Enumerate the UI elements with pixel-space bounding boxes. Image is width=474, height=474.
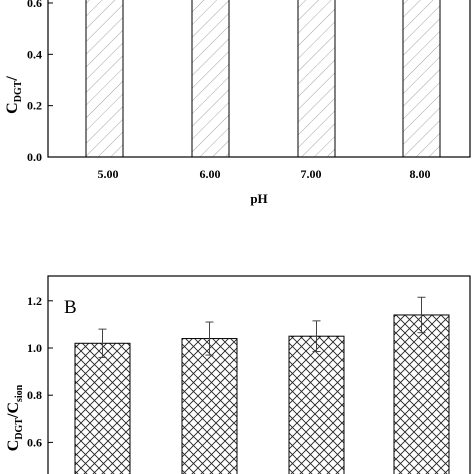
x-tick-label: 5.00 [98, 167, 119, 181]
bar [393, 314, 450, 474]
x-axis-ticks: 5.00 6.00 7.00 8.00 [98, 167, 431, 181]
y-tick-label: 0.6 [27, 435, 42, 449]
bar [74, 342, 131, 474]
y-tick-label: 0.6 [27, 0, 42, 10]
y-tick-label: 0.0 [27, 150, 42, 164]
plot-frame [47, 0, 471, 158]
y-axis-title: CDGT/Csion [5, 384, 25, 451]
y-axis-title: CDGT/ [4, 76, 24, 114]
y-tick-label: 0.4 [27, 47, 42, 61]
bar [85, 0, 124, 158]
bar [297, 0, 336, 158]
y-tick-label: 1.0 [27, 341, 42, 355]
bar-series [85, 0, 441, 158]
y-axis-ticks: 0.0 0.2 0.4 0.6 [27, 0, 53, 164]
bar [191, 0, 230, 158]
x-tick-label: 6.00 [200, 167, 221, 181]
x-tick-label: 7.00 [301, 167, 322, 181]
y-tick-label: 0.8 [27, 388, 42, 402]
plot-frame [47, 275, 471, 474]
bar-series [74, 296, 450, 474]
bar [288, 335, 345, 474]
chart-panel-b: B 0.6 0.8 1.0 1.2 CDGT/Csion [5, 275, 471, 474]
x-tick-label: 8.00 [410, 167, 431, 181]
y-axis-ticks: 0.6 0.8 1.0 1.2 [27, 294, 53, 449]
bar [402, 0, 441, 158]
y-tick-label: 1.2 [27, 294, 42, 308]
panel-label: B [64, 297, 77, 318]
y-tick-label: 0.2 [27, 99, 42, 113]
x-axis-title: pH [250, 191, 267, 206]
chart-panel-a: 0.0 0.2 0.4 0.6 5.00 6.00 7.00 8.00 pH CDGT/ [4, 0, 471, 206]
bar [181, 338, 238, 474]
